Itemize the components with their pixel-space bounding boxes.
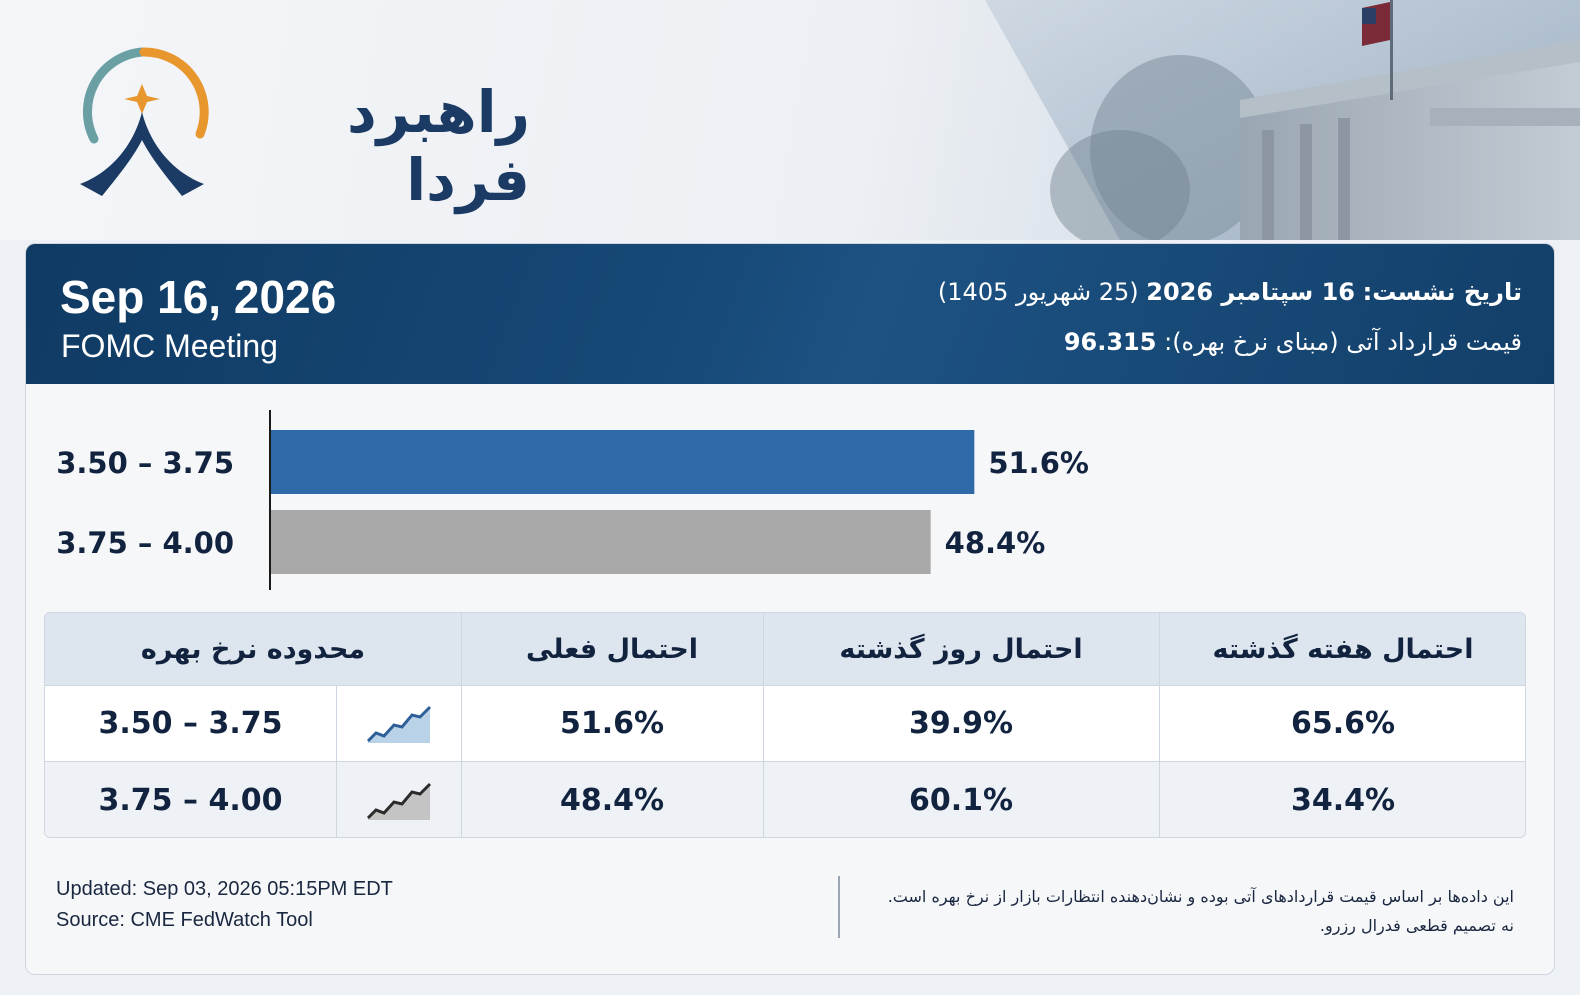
cell-yesterday: 39.9% xyxy=(908,706,1014,741)
category-label-2: 3.75 – 4.00 xyxy=(56,526,234,560)
column-divider xyxy=(1159,686,1160,761)
cell-yesterday: 60.1% xyxy=(908,783,1014,818)
meeting-details: تاریخ نشست: 16 سپتامبر 2026 (25 شهریور 1… xyxy=(822,278,1522,378)
futures-value: 96.315 xyxy=(1063,328,1157,356)
probability-bar-chart: 3.50 – 3.75 51.6% 3.75 – 4.00 48.4% xyxy=(56,410,1089,590)
brand-name: راهبرد فردا xyxy=(346,78,531,214)
column-divider xyxy=(461,686,462,761)
cell-current: 51.6% xyxy=(559,706,665,741)
probability-table: محدوده نرخ بهره احتمال فعلی احتمال روز گ… xyxy=(44,612,1526,838)
updated-timestamp: Updated: Sep 03, 2026 05:15PM EDT xyxy=(56,878,393,900)
cell-range: 3.50 – 3.75 xyxy=(98,706,283,741)
table-row: 3.75 – 4.00 48.4% 60.1% 34.4% xyxy=(45,761,1525,837)
data-source: Source: CME FedWatch Tool xyxy=(56,909,313,931)
meeting-value: 16 سپتامبر 2026 xyxy=(1146,278,1355,306)
column-divider xyxy=(461,762,462,837)
cell-last-week: 34.4% xyxy=(1290,783,1396,818)
header-last-week: احتمال هفته گذشته xyxy=(1212,633,1474,665)
bar-1 xyxy=(270,430,975,494)
bar-2 xyxy=(270,510,931,574)
column-divider xyxy=(461,613,462,685)
header-range: محدوده نرخ بهره xyxy=(140,633,366,665)
column-divider xyxy=(1159,762,1160,837)
column-divider xyxy=(763,613,764,685)
sparkline-up-blue-icon xyxy=(336,686,461,761)
footer-note-line-2: نه تصمیم قطعی فدرال رزرو. xyxy=(1319,916,1514,935)
header-banner: راهبرد فردا xyxy=(0,0,1580,240)
federal-reserve-building-image xyxy=(985,0,1580,240)
footer-note-line-1: این داده‌ها بر اساس قیمت قراردادهای آتی … xyxy=(887,887,1514,906)
column-divider xyxy=(336,686,337,761)
table-row: 3.50 – 3.75 51.6% 39.9% 65.6% xyxy=(45,685,1525,761)
value-label-2: 48.4% xyxy=(945,526,1046,560)
column-divider xyxy=(763,762,764,837)
meeting-date: Sep 16, 2026 xyxy=(60,271,337,323)
sparkline-up-gray-icon xyxy=(336,762,461,837)
futures-label: قیمت قرارداد آتی (مبنای نرخ بهره): xyxy=(1164,328,1522,356)
footer-note: این داده‌ها بر اساس قیمت قراردادهای آتی … xyxy=(834,882,1514,940)
meeting-label: تاریخ نشست: xyxy=(1362,278,1522,306)
futures-price-line: قیمت قرارداد آتی (مبنای نرخ بهره): 96.31… xyxy=(822,328,1522,378)
cell-last-week: 65.6% xyxy=(1290,706,1396,741)
meeting-date-line: تاریخ نشست: 16 سپتامبر 2026 (25 شهریور 1… xyxy=(822,278,1522,328)
column-divider xyxy=(1159,613,1160,685)
value-label-1: 51.6% xyxy=(988,446,1089,480)
cell-range: 3.75 – 4.00 xyxy=(98,783,283,818)
header-current: احتمال فعلی xyxy=(525,633,699,665)
meeting-subtitle: FOMC Meeting xyxy=(61,328,278,364)
table-header-row: محدوده نرخ بهره احتمال فعلی احتمال روز گ… xyxy=(45,613,1525,685)
fomc-card: Sep 16, 2026 FOMC Meeting تاریخ نشست: 16… xyxy=(25,243,1555,975)
category-label-1: 3.50 – 3.75 xyxy=(56,446,234,480)
card-header: Sep 16, 2026 FOMC Meeting تاریخ نشست: 16… xyxy=(26,244,1554,384)
cell-current: 48.4% xyxy=(559,783,665,818)
footer-meta: Updated: Sep 03, 2026 05:15PM EDT Source… xyxy=(56,874,393,936)
brand-logo-icon xyxy=(80,47,209,196)
column-divider xyxy=(763,686,764,761)
header-yesterday: احتمال روز گذشته xyxy=(839,633,1083,665)
footer-divider xyxy=(838,876,840,938)
column-divider xyxy=(336,762,337,837)
meeting-persian-date: (25 شهریور 1405) xyxy=(937,278,1139,306)
